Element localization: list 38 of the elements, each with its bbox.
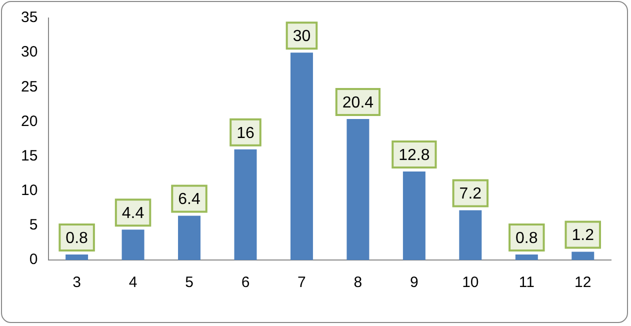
data-label: 0.8 (66, 230, 88, 247)
y-tick-label: 0 (29, 251, 38, 268)
x-tick-label: 5 (185, 274, 194, 292)
data-label: 1.2 (572, 227, 594, 244)
x-tick-label: 7 (298, 274, 306, 292)
data-label: 7.2 (459, 186, 482, 203)
bar (178, 216, 201, 260)
x-tick-label: 6 (241, 274, 250, 292)
bar (459, 210, 482, 260)
x-tick-label: 8 (354, 274, 362, 292)
bar (572, 252, 594, 260)
data-label: 4.4 (122, 204, 144, 222)
y-tick-label: 25 (20, 78, 38, 96)
bar (122, 230, 144, 260)
y-tick-label: 10 (20, 182, 38, 199)
data-label: 30 (292, 28, 311, 45)
bar (234, 149, 257, 260)
data-label: 16 (236, 124, 254, 142)
y-tick-label: 30 (20, 44, 38, 61)
x-tick-label: 3 (72, 274, 81, 292)
bar (66, 254, 88, 260)
bar (290, 52, 313, 260)
bar (515, 254, 538, 260)
data-label: 20.4 (342, 94, 374, 112)
y-tick-label: 20 (20, 112, 38, 130)
x-tick-label: 4 (128, 274, 138, 292)
x-tick-label: 11 (518, 274, 534, 292)
y-tick-label: 35 (20, 9, 38, 26)
y-tick-label: 15 (20, 147, 38, 164)
data-label: 6.4 (178, 191, 200, 208)
x-tick-label: 10 (462, 274, 479, 292)
x-tick-label: 12 (574, 274, 592, 292)
bar (346, 118, 370, 260)
y-tick-label: 5 (29, 216, 38, 234)
x-tick-label: 9 (410, 274, 418, 292)
data-label: 12.8 (398, 146, 430, 164)
data-label: 0.8 (516, 230, 538, 247)
bar (402, 171, 426, 260)
